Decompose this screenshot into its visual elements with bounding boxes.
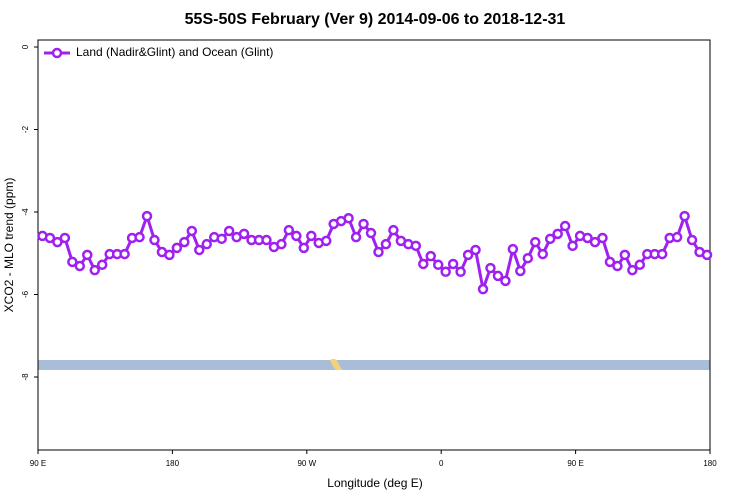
point: [82, 249, 93, 261]
point: [410, 240, 422, 252]
point: [96, 259, 108, 271]
point: [455, 266, 466, 278]
point: [537, 248, 548, 260]
point: [67, 256, 78, 268]
point: [291, 230, 302, 242]
point: [522, 252, 534, 264]
point: [612, 260, 623, 272]
point: [582, 232, 593, 244]
point: [283, 224, 295, 236]
point: [589, 236, 601, 248]
point: [216, 233, 227, 245]
plot-frame: [37, 39, 711, 451]
land-blob: [330, 358, 343, 370]
legend-marker: [51, 47, 63, 59]
point: [164, 249, 175, 261]
point: [671, 231, 683, 243]
x-axis-label: Longitude (deg E): [327, 476, 422, 490]
x-tick-label: 90 W: [297, 459, 316, 468]
point: [388, 224, 399, 236]
chart-title: 55S-50S February (Ver 9) 2014-09-06 to 2…: [185, 11, 566, 28]
point: [223, 225, 235, 237]
point: [134, 231, 145, 243]
point: [119, 248, 130, 260]
point: [238, 228, 250, 240]
point: [52, 236, 63, 248]
point: [261, 234, 272, 246]
point: [686, 234, 698, 246]
point: [462, 249, 474, 261]
point: [552, 228, 563, 240]
point: [358, 218, 369, 230]
point: [179, 236, 190, 248]
point: [544, 233, 556, 245]
x-tick-label: 90 E: [30, 459, 46, 468]
point: [298, 242, 310, 254]
point: [141, 210, 153, 222]
point: [194, 244, 205, 256]
point: [507, 243, 519, 255]
point: [597, 232, 608, 244]
y-axis-label: XCO2 - MLO trend (ppm): [2, 178, 16, 313]
point: [701, 249, 713, 261]
point: [477, 283, 489, 295]
point: [656, 248, 668, 260]
point: [425, 250, 436, 262]
point: [470, 244, 481, 256]
point: [619, 249, 631, 261]
point: [679, 210, 690, 222]
point: [515, 265, 526, 277]
point: [432, 259, 444, 271]
point: [306, 230, 317, 242]
point: [171, 242, 183, 254]
point: [380, 238, 392, 250]
point: [276, 238, 287, 250]
x-tick-label: 90 E: [567, 459, 583, 468]
point: [567, 240, 578, 252]
point: [440, 266, 451, 278]
x-tick-label: 180: [703, 459, 717, 468]
point: [373, 246, 384, 258]
x-tick-label: 180: [166, 459, 180, 468]
point: [89, 264, 100, 276]
legend-label: Land (Nadir&Glint) and Ocean (Glint): [76, 45, 273, 59]
point: [44, 232, 56, 244]
point: [530, 236, 541, 248]
point: [492, 270, 504, 282]
x-tick-label: 0: [439, 459, 444, 468]
point: [201, 238, 212, 250]
point: [447, 258, 459, 270]
point: [59, 232, 71, 244]
point: [74, 260, 86, 272]
point: [500, 275, 511, 287]
point: [485, 262, 496, 274]
y-tick-label: 0: [21, 44, 30, 49]
y-tick-label: -6: [21, 290, 30, 298]
map-strip: [38, 360, 710, 370]
y-tick-label: -8: [21, 373, 30, 381]
point: [320, 235, 332, 247]
point: [634, 259, 646, 271]
point: [604, 256, 616, 268]
y-tick-label: -4: [21, 208, 30, 216]
point: [350, 231, 362, 243]
point: [365, 227, 377, 239]
point: [627, 264, 638, 276]
y-tick-label: -2: [21, 125, 30, 133]
point: [559, 220, 571, 232]
point: [186, 225, 198, 237]
point: [418, 258, 429, 270]
point: [343, 212, 354, 224]
point: [149, 234, 160, 246]
